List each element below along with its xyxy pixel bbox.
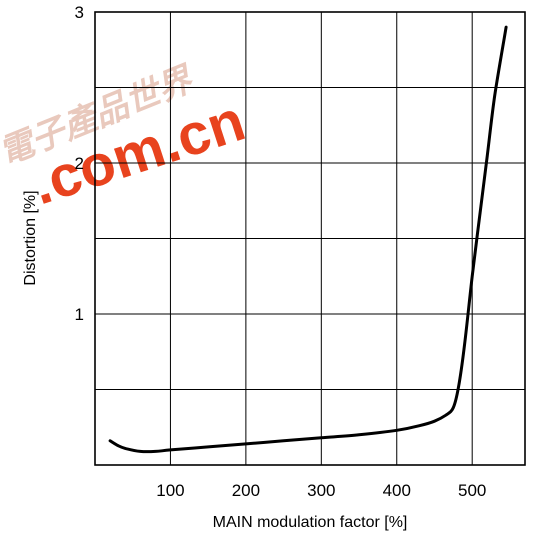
series-line-0: [108, 25, 508, 454]
grid: [95, 12, 525, 465]
y-tick-labels: 1 2 3: [75, 3, 84, 324]
y-tick-label: 1: [75, 305, 84, 324]
y-tick-label: 2: [75, 154, 84, 173]
x-axis-title: MAIN modulation factor [%]: [213, 514, 408, 531]
series-layer: [108, 25, 508, 454]
x-tick-label: 300: [307, 481, 335, 500]
plot-frame: [94, 11, 526, 466]
x-tick-label: 100: [156, 481, 184, 500]
x-tick-label: 400: [383, 481, 411, 500]
y-axis-title: Distortion [%]: [22, 190, 39, 285]
x-tick-label: 500: [458, 481, 486, 500]
y-tick-label: 3: [75, 3, 84, 22]
x-tick-labels: 100 200 300 400 500: [156, 481, 486, 500]
x-tick-label: 200: [232, 481, 260, 500]
